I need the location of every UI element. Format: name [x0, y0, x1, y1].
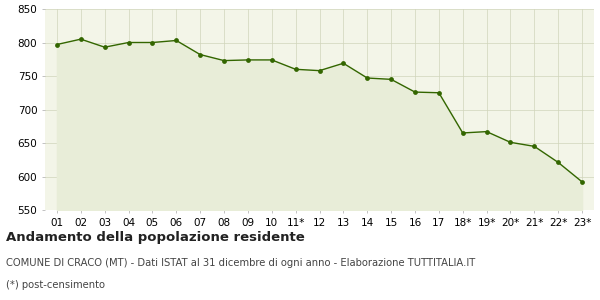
Point — [172, 38, 181, 43]
Point — [219, 58, 229, 63]
Point — [362, 76, 372, 80]
Point — [482, 129, 491, 134]
Point — [52, 42, 62, 47]
Point — [148, 40, 157, 45]
Point — [100, 45, 109, 50]
Point — [243, 58, 253, 62]
Point — [553, 160, 563, 165]
Point — [386, 77, 396, 82]
Point — [124, 40, 133, 45]
Point — [506, 140, 515, 145]
Point — [267, 58, 277, 62]
Point — [76, 37, 86, 42]
Point — [410, 90, 420, 94]
Point — [434, 90, 443, 95]
Text: (*) post-censimento: (*) post-censimento — [6, 280, 105, 290]
Point — [291, 67, 301, 72]
Point — [196, 52, 205, 57]
Text: COMUNE DI CRACO (MT) - Dati ISTAT al 31 dicembre di ogni anno - Elaborazione TUT: COMUNE DI CRACO (MT) - Dati ISTAT al 31 … — [6, 257, 475, 268]
Point — [315, 68, 325, 73]
Point — [577, 179, 587, 184]
Point — [530, 144, 539, 149]
Point — [458, 130, 467, 135]
Text: Andamento della popolazione residente: Andamento della popolazione residente — [6, 232, 305, 244]
Point — [338, 61, 348, 66]
